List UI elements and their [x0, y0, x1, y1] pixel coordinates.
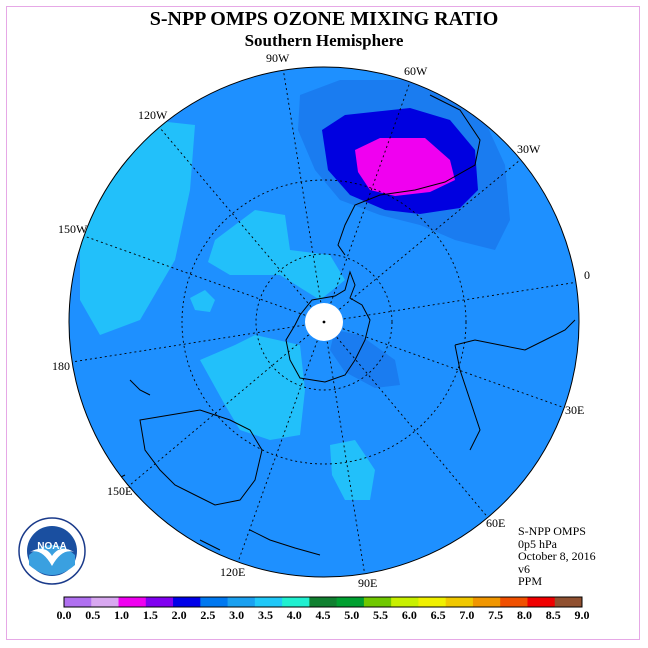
colorbar-tick-labels: 0.0 0.5 1.0 1.5 2.0 2.5 3.0 3.5 4.0 4.5 5.0 5.5 6.0 6…	[0, 608, 648, 624]
colorbar-tick-label: 7.5	[488, 608, 504, 622]
south-pole-marker	[322, 320, 326, 324]
colorbar-tick-label: 0.5	[85, 608, 101, 622]
colorbar-swatch	[118, 597, 147, 607]
colorbar-tick-label: 5.5	[373, 608, 389, 622]
colorbar-swatch	[363, 597, 392, 607]
lon-label-90w: 90W	[266, 51, 290, 65]
colorbar-swatch	[309, 597, 338, 607]
lon-label-30e: 30E	[565, 403, 584, 417]
colorbar-tick-label: 8.0	[516, 608, 532, 622]
info-instrument: S-NPP OMPS	[518, 524, 586, 538]
colorbar-swatch	[64, 597, 92, 607]
lon-label-150w: 150W	[58, 222, 88, 236]
lon-label-60e: 60E	[486, 516, 505, 530]
image-frame	[6, 6, 640, 640]
colorbar-swatch	[200, 597, 229, 607]
colorbar-swatch	[336, 597, 365, 607]
info-version: v6	[518, 561, 530, 576]
antarctica-coast	[285, 270, 371, 383]
map-title: S-NPP OMPS OZONE MIXING RATIO	[149, 8, 499, 30]
medium-region-pole	[330, 330, 400, 388]
colorbar	[63, 596, 583, 608]
colorbar-tick-label: 1.5	[142, 608, 158, 622]
colorbar-swatch	[227, 597, 256, 607]
lon-label-120e: 120E	[220, 565, 245, 579]
lon-label-0: 0	[584, 268, 590, 282]
meridian-60e	[323, 321, 491, 521]
map-outline	[68, 66, 580, 578]
light-region-southeast	[330, 440, 375, 500]
graticule	[71, 67, 579, 577]
latitude-circle-2	[181, 179, 467, 465]
indonesia-coast	[199, 529, 321, 556]
noaa-logo: NOAA	[18, 517, 86, 585]
colorbar-tick-label: 1.0	[114, 608, 130, 622]
meridian-120w	[159, 127, 325, 323]
colorbar-tick-label: 6.5	[430, 608, 446, 622]
info-units: PPM	[518, 574, 543, 588]
lon-label-30w: 30W	[517, 142, 541, 156]
lon-label-60w: 60W	[404, 64, 428, 78]
info-date: October 8, 2016	[518, 549, 596, 563]
colorbar-tick-label: 3.0	[229, 608, 245, 622]
colorbar-tick-label: 6.0	[401, 608, 417, 622]
colorbar-swatch	[145, 597, 174, 607]
map-subtitle: Southern Hemisphere	[244, 31, 404, 50]
light-patch	[190, 290, 215, 312]
colorbar-tick-label: 2.5	[200, 608, 216, 622]
colorbar-border	[63, 596, 583, 608]
colorbar-swatch	[554, 597, 583, 607]
meridian-150e	[129, 321, 325, 486]
colorbar-tick-label: 9.0	[574, 608, 590, 622]
lon-label-120w: 120W	[138, 108, 168, 122]
light-region-south	[200, 335, 305, 440]
colorbar-swatch	[391, 597, 419, 607]
south-america-coast	[337, 94, 481, 256]
colorbar-swatch	[254, 597, 283, 607]
light-region-west	[80, 120, 195, 335]
colorbar-tick-label: 7.0	[459, 608, 475, 622]
colorbar-swatch	[500, 597, 528, 607]
colorbar-tick-label: 4.0	[286, 608, 302, 622]
max-region	[355, 138, 455, 196]
colorbar-swatch	[472, 597, 501, 607]
australia-coast	[139, 409, 263, 506]
colorbar-swatch	[282, 597, 310, 607]
colorbar-swatch	[91, 597, 120, 607]
colorbar-swatch	[527, 597, 556, 607]
africa-coast	[454, 319, 576, 451]
colorbar-tick-label: 5.0	[344, 608, 360, 622]
colorbar-tick-label: 4.5	[315, 608, 331, 622]
colorbar-tick-label: 0.0	[56, 608, 72, 622]
colorbar-swatch	[173, 597, 201, 607]
lon-label-90e: 90E	[358, 576, 377, 590]
lon-label-180: 180	[52, 359, 70, 373]
latitude-circle-1	[255, 253, 393, 391]
info-pressure: 0p5 hPa	[518, 536, 557, 551]
light-region-center	[208, 210, 345, 300]
colorbar-swatch	[445, 597, 474, 607]
lon-label-150e: 150E	[107, 484, 132, 498]
colorbar-tick-label: 8.5	[545, 608, 561, 622]
info-block: S-NPP OMPS 0p5 hPa October 8, 2016 v6 PP…	[518, 525, 596, 588]
meridian-30w	[323, 159, 521, 323]
logo-bird	[30, 548, 74, 566]
colorbar-tick-label: 2.0	[171, 608, 187, 622]
logo-text: NOAA	[37, 541, 66, 552]
meridians	[71, 67, 579, 577]
colorbar-swatch	[418, 597, 447, 607]
colorbar-tick-label: 3.5	[257, 608, 273, 622]
